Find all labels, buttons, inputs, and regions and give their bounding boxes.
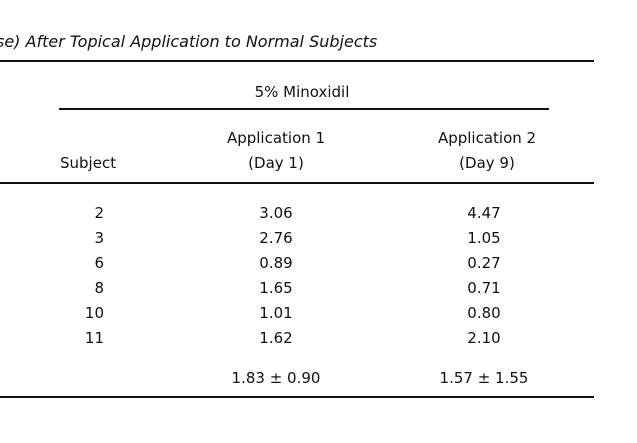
app2-cell: 0.27	[467, 254, 501, 272]
app1-cell: 3.06	[259, 204, 293, 222]
subject-cell: 8	[94, 279, 104, 297]
group-rule	[59, 108, 549, 110]
app2-cell: 0.71	[467, 279, 501, 297]
app1-cell: 2.76	[259, 229, 293, 247]
col-header-app1-line1: Application 1	[226, 129, 326, 147]
subject-cell: 2	[94, 204, 104, 222]
app2-cell: 1.05	[467, 229, 501, 247]
col-header-subject: Subject	[60, 154, 117, 172]
col-header-app2-line2: (Day 9)	[459, 154, 515, 172]
app1-cell: 1.65	[259, 279, 293, 297]
subject-cell: 3	[94, 229, 104, 247]
table-title: se) After Topical Application to Normal …	[0, 32, 378, 51]
app2-cell: 4.47	[467, 204, 501, 222]
app1-cell: 1.62	[259, 329, 293, 347]
app1-mean-sd: 1.83 ± 0.90	[231, 369, 321, 387]
bottom-rule	[0, 396, 594, 398]
app2-cell: 0.80	[467, 304, 501, 322]
app2-cell: 2.10	[467, 329, 501, 347]
subject-cell: 6	[94, 254, 104, 272]
app1-cell: 1.01	[259, 304, 293, 322]
header-rule	[0, 182, 594, 184]
group-header: 5% Minoxidil	[254, 83, 350, 101]
top-rule	[0, 60, 594, 62]
app2-mean-sd: 1.57 ± 1.55	[439, 369, 529, 387]
col-header-app1-line2: (Day 1)	[248, 154, 304, 172]
app1-cell: 0.89	[259, 254, 293, 272]
subject-cell: 10	[84, 304, 104, 322]
col-header-app2-line1: Application 2	[437, 129, 537, 147]
subject-cell: 11	[84, 329, 104, 347]
